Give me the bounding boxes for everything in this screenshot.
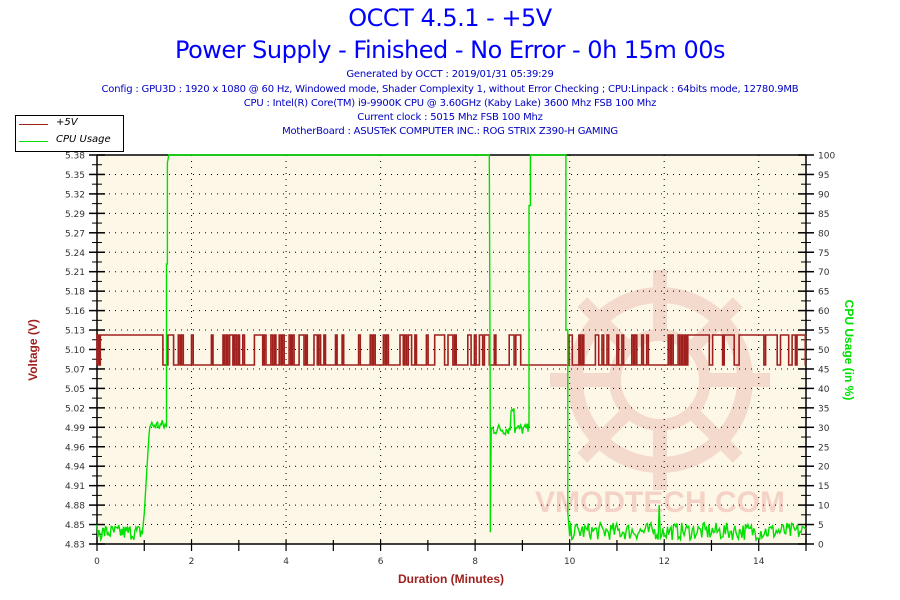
x-tick-label: 8 [472, 557, 478, 567]
y-tick-label: 4.83 [65, 541, 85, 551]
x-tick-label: 6 [378, 557, 384, 567]
x-tick-label: 12 [658, 557, 669, 567]
y-right-tick-label: 100 [818, 152, 835, 162]
x-tick-label: 10 [564, 557, 576, 567]
x-axis-label: Duration (Minutes) [398, 572, 504, 586]
y-right-tick-label: 25 [818, 443, 829, 453]
x-tick-label: 2 [189, 557, 195, 567]
y-tick-label: 5.18 [65, 288, 85, 298]
y-axis-label-left: Voltage (V) [26, 319, 40, 381]
y-right-tick-label: 50 [818, 346, 830, 356]
cpu-swatch [19, 141, 48, 142]
y-right-tick-label: 40 [818, 385, 830, 395]
info-clock: Current clock : 5015 Mhz FSB 100 Mhz [357, 112, 543, 123]
series-voltage [96, 334, 807, 366]
y-right-tick-label: 5 [818, 521, 824, 531]
y-right-tick-label: 15 [818, 482, 829, 492]
y-tick-label: 4.85 [65, 521, 85, 531]
y-right-tick-label: 95 [818, 171, 829, 181]
y-tick-label: 4.88 [65, 502, 85, 512]
legend-item-voltage: +5V [16, 116, 123, 132]
y-tick-label: 4.99 [65, 424, 85, 434]
y-right-tick-label: 80 [818, 229, 830, 239]
y-right-tick-label: 55 [818, 327, 829, 337]
y-tick-label: 5.02 [65, 404, 85, 414]
legend-item-cpu: CPU Usage [16, 133, 123, 149]
y-tick-label: 5.32 [65, 190, 85, 200]
y-tick-label: 5.21 [65, 268, 85, 278]
y-right-tick-label: 85 [818, 210, 829, 220]
info-cpu: CPU : Intel(R) Core(TM) i9-9900K CPU @ 3… [243, 98, 657, 109]
legend-label-cpu: CPU Usage [56, 134, 111, 145]
y-axis-label-right: CPU Usage (in %) [842, 299, 856, 401]
y-tick-label: 5.27 [65, 229, 85, 239]
y-tick-label: 5.10 [65, 346, 85, 356]
y-tick-label: 5.29 [65, 210, 85, 220]
legend: +5V CPU Usage [15, 115, 124, 152]
y-right-tick-label: 30 [818, 424, 830, 434]
chart-title: OCCT 4.5.1 - +5V [348, 4, 552, 32]
watermark-logo [550, 270, 770, 490]
y-tick-label: 5.13 [65, 327, 85, 337]
y-right-tick-label: 60 [818, 307, 830, 317]
y-right-tick-label: 90 [818, 190, 830, 200]
y-tick-label: 5.24 [65, 249, 85, 259]
info-config: Config : GPU3D : 1920 x 1080 @ 60 Hz, Wi… [101, 84, 799, 95]
info-generated: Generated by OCCT : 2019/01/31 05:39:29 [346, 69, 554, 80]
y-right-tick-label: 35 [818, 404, 829, 414]
y-right-tick-label: 75 [818, 249, 829, 259]
chart-subtitle: Power Supply - Finished - No Error - 0h … [174, 36, 726, 64]
y-right-tick-label: 45 [818, 365, 829, 375]
y-tick-label: 5.38 [65, 152, 85, 162]
voltage-swatch [19, 124, 48, 125]
info-motherboard: MotherBoard : ASUSTeK COMPUTER INC.: ROG… [282, 126, 618, 137]
y-right-tick-label: 20 [818, 463, 830, 473]
series-cpu-usage [96, 154, 807, 543]
y-tick-label: 4.91 [65, 482, 85, 492]
y-tick-label: 4.96 [65, 443, 85, 453]
y-right-tick-label: 70 [818, 268, 830, 278]
y-tick-label: 4.94 [65, 463, 85, 473]
x-tick-label: 14 [753, 557, 765, 567]
x-tick-label: 0 [94, 557, 100, 567]
y-tick-label: 5.05 [65, 385, 85, 395]
y-right-tick-label: 65 [818, 288, 829, 298]
y-tick-label: 5.16 [65, 307, 85, 317]
y-right-tick-label: 0 [818, 541, 824, 551]
x-tick-label: 4 [283, 557, 289, 567]
y-tick-label: 5.07 [65, 365, 85, 375]
legend-label-voltage: +5V [56, 117, 78, 128]
y-tick-label: 5.35 [65, 171, 85, 181]
y-right-tick-label: 10 [818, 502, 830, 512]
